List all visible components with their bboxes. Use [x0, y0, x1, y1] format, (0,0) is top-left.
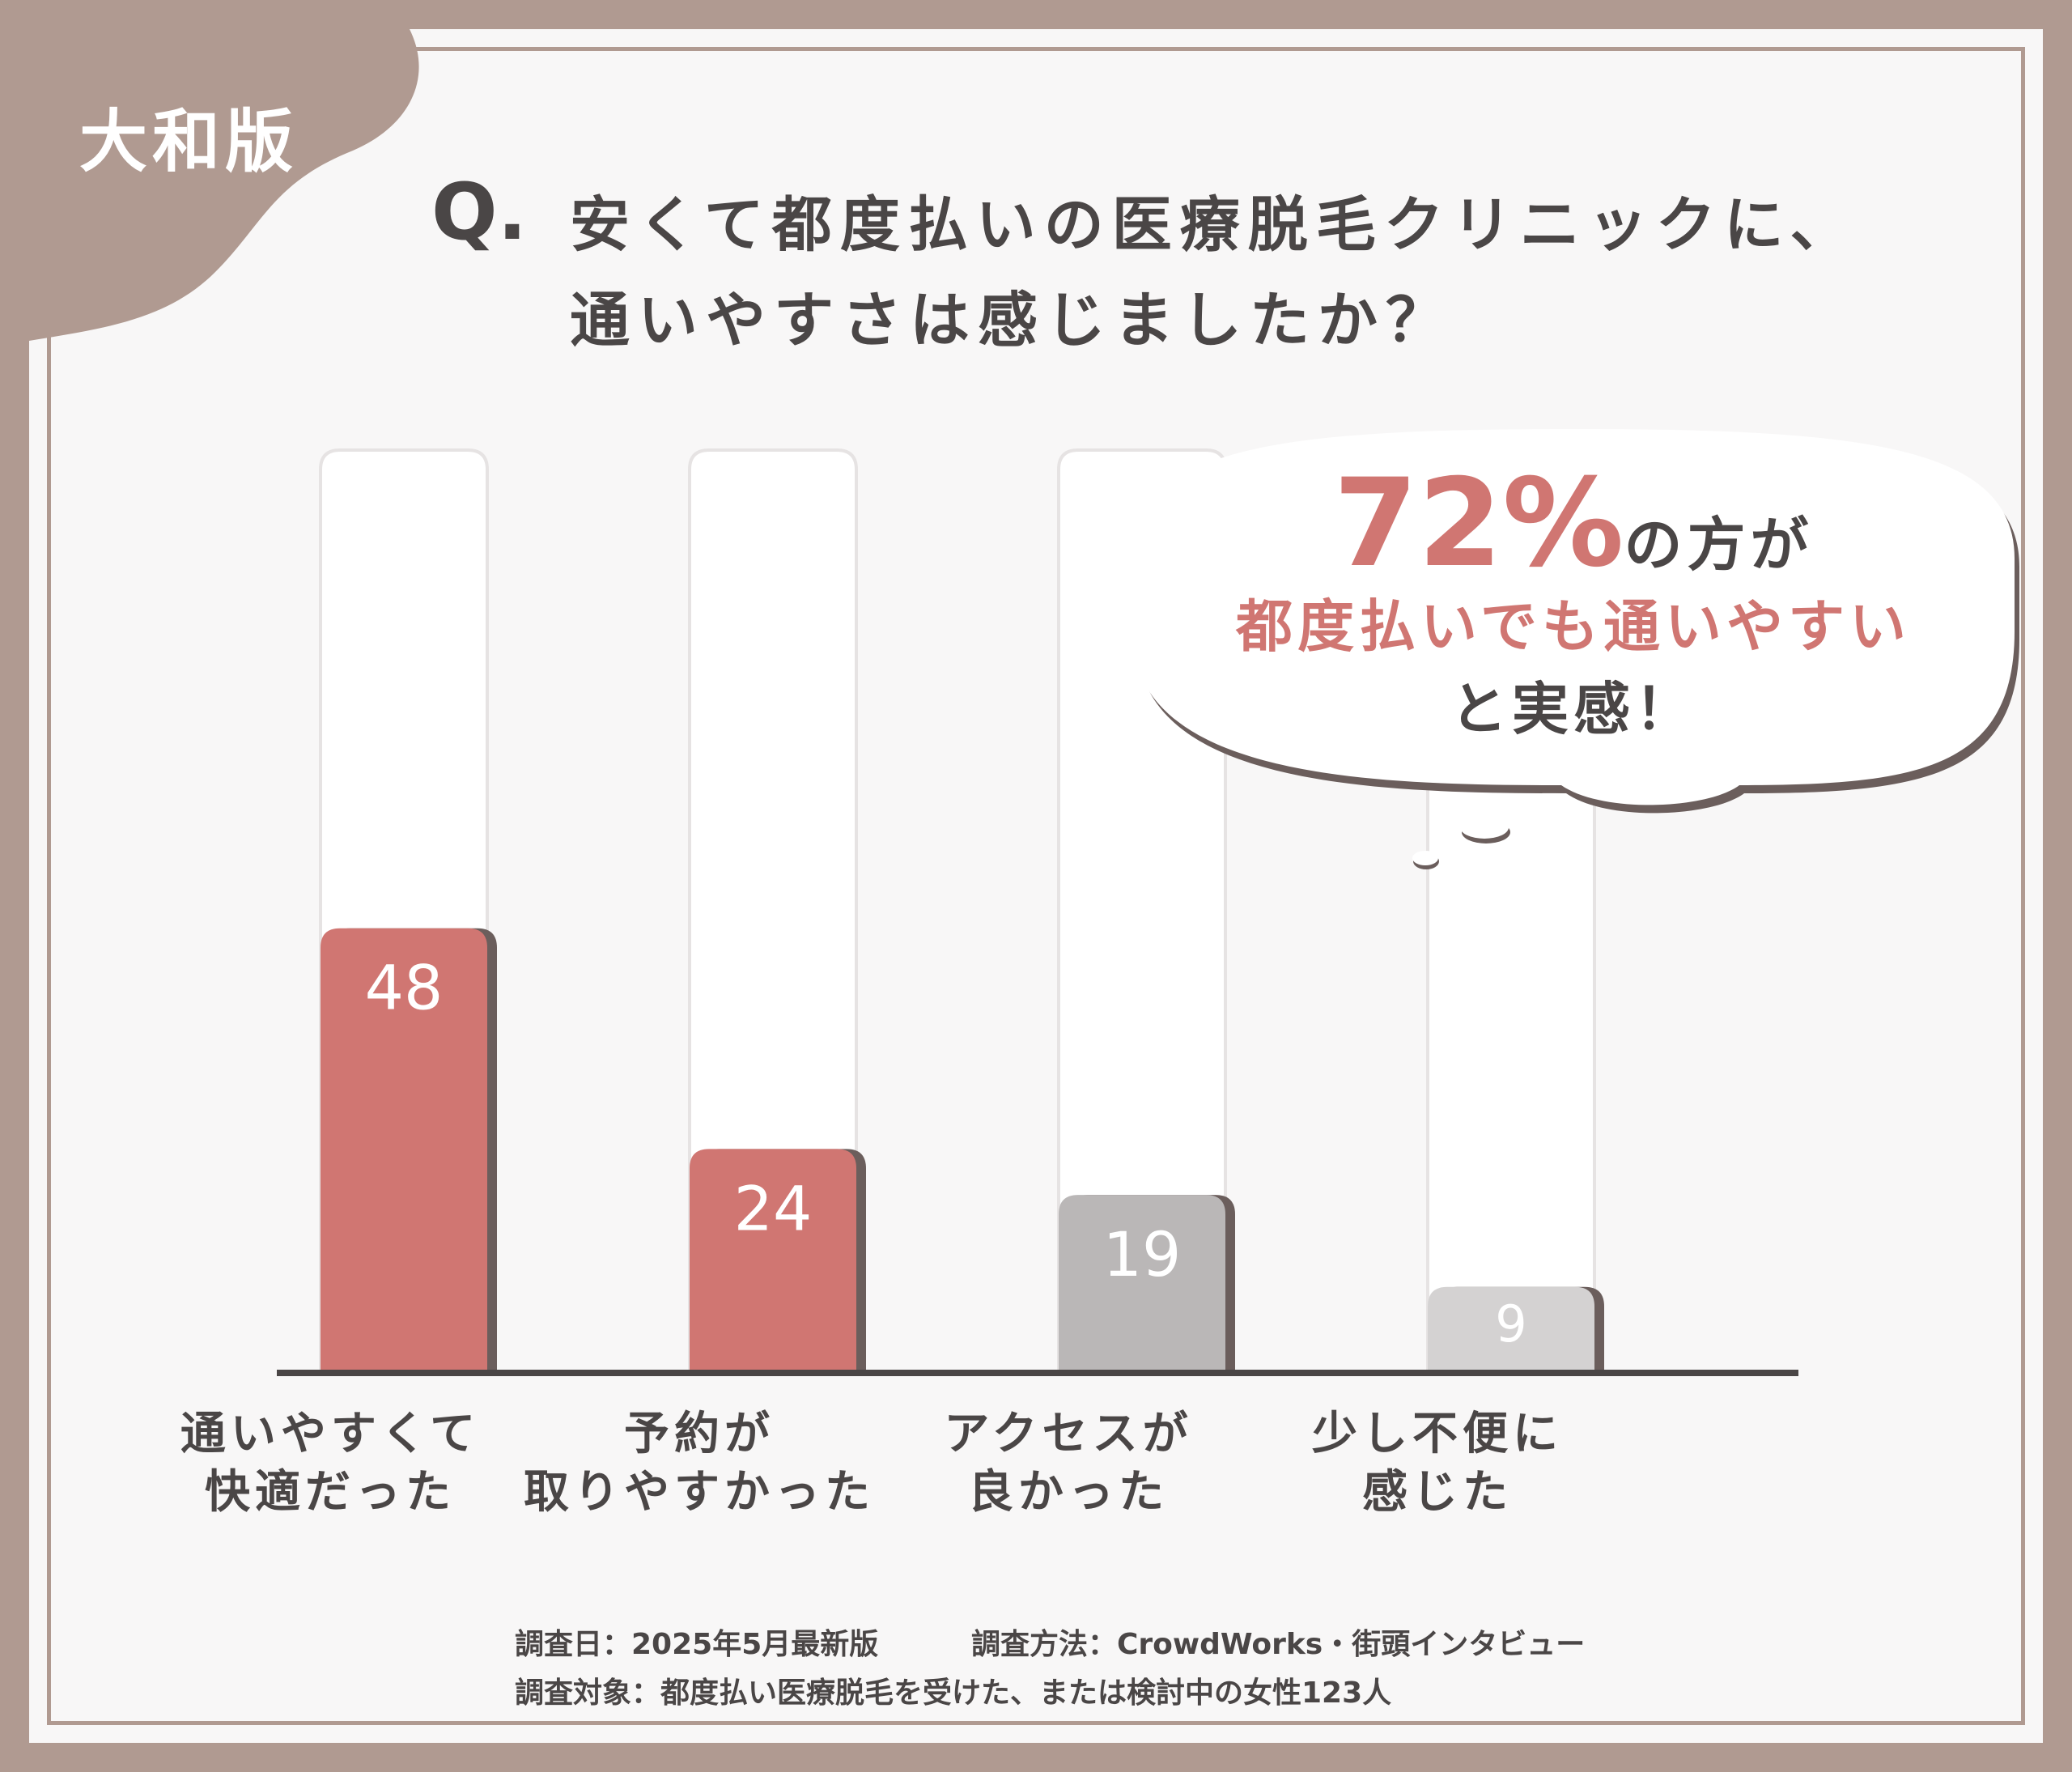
bar-1	[321, 928, 487, 1370]
infographic-card: 48 24 19 9 大和版 Q. 安くて都度払いの医療脱毛クリニックに、 通いやすさ…	[29, 29, 2043, 1743]
category-label-4-line2: 感じた	[1362, 1466, 1513, 1519]
category-label-3: アクセスが 良かった	[882, 1405, 1255, 1522]
callout-percent: 72%	[1333, 453, 1624, 594]
footnote-survey-method: 調査方法：CrowdWorks・街頭インタビュー	[971, 1628, 1586, 1661]
question-line-1: 安くて都度払いの医療脱毛クリニックに、	[570, 190, 1858, 260]
corner-label: 大和版	[79, 102, 299, 181]
category-label-4: 少し不便に 感じた	[1251, 1405, 1624, 1522]
callout-line-2: 都度払いでも通いやすい	[1236, 593, 1911, 660]
speech-bubble-shape	[1132, 429, 2019, 869]
bar-value-label-1: 48	[365, 952, 444, 1024]
callout-line-1: 72%の方が	[1124, 453, 2023, 594]
footnote-survey-date: 調査日：2025年5月最新版	[515, 1628, 879, 1661]
category-label-1: 通いやすくて 快適だった	[144, 1405, 516, 1522]
corner-tab-shape	[29, 29, 419, 341]
category-label-2-line2: 取りやすかった	[524, 1466, 875, 1519]
category-label-1-line1: 通いやすくて	[180, 1408, 481, 1460]
category-label-1-line2: 快適だった	[205, 1466, 456, 1519]
callout-line-3: と実感！	[1450, 676, 1696, 742]
question-mark: Q.	[431, 167, 528, 257]
speech-bubble: 72%の方が 都度払いでも通いやすい と実感！	[1124, 429, 2023, 915]
bar-2	[690, 1149, 856, 1370]
bar-3	[1059, 1195, 1225, 1370]
category-label-2-line1: 予約が	[624, 1408, 775, 1460]
question-line-2: 通いやすさは感じましたか？	[570, 286, 1454, 355]
bar-4	[1428, 1286, 1594, 1370]
bar-value-label-3: 19	[1103, 1218, 1182, 1290]
category-label-3-line1: アクセスが	[944, 1408, 1193, 1460]
bars	[321, 928, 1604, 1370]
category-label-2: 予約が 取りやすかった	[513, 1405, 885, 1522]
category-label-4-line1: 少し不便に	[1312, 1408, 1563, 1460]
bar-value-label-4: 9	[1495, 1294, 1526, 1353]
footnote-survey-target: 調査対象：都度払い医療脱毛を受けた、または検討中の女性123人	[515, 1676, 1392, 1710]
bar-value-labels: 48 24 19 9	[365, 952, 1527, 1354]
callout-line1-suffix: の方が	[1624, 511, 1814, 579]
bar-track-2	[688, 448, 858, 1371]
category-label-3-line2: 良かった	[968, 1466, 1169, 1519]
bar-value-label-2: 24	[734, 1172, 813, 1244]
